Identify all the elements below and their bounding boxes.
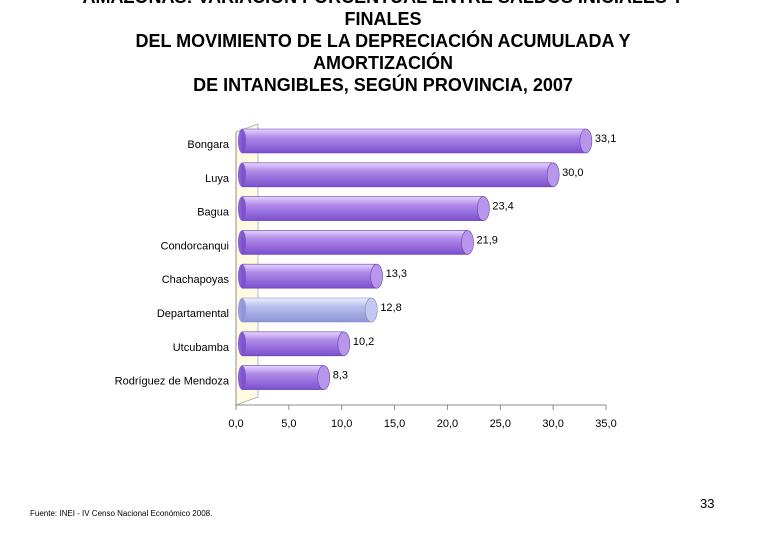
bar-bongara [241,128,587,154]
category-label: Rodríguez de Mendoza [115,376,230,388]
x-tick-label: 10,0 [331,418,352,430]
bar-condorcanqui [241,230,468,255]
category-label: Bongara [187,139,229,151]
chart-title: AMAZONAS: VARIACIÓN PORCENTUAL ENTRE SAL… [0,0,766,96]
category-label: Chachapoyas [162,274,230,286]
bar-start-cap [238,162,246,187]
x-tick-label: 15,0 [384,418,405,430]
title-line-5: DE INTANGIBLES, SEGÚN PROVINCIA, 2007 [193,75,573,95]
bar-end-cap [317,365,331,390]
bar-start-cap [238,230,246,255]
bar-departamental [241,297,372,323]
x-tick-label: 20,0 [437,418,458,430]
value-label: 8,3 [333,370,348,382]
title-line-1: AMAZONAS: VARIACIÓN PORCENTUAL ENTRE SAL… [0,0,766,8]
bar-start-cap [238,129,246,153]
bar-utcubamba [241,331,345,357]
category-label: Condorcanqui [161,240,230,252]
bar-luya [241,162,554,188]
title-line-3: DEL MOVIMIENTO DE LA DEPRECIACIÓN ACUMUL… [135,31,631,51]
x-tick-label: 5,0 [281,418,296,430]
title-line-2: FINALES [344,9,422,29]
value-label: 23,4 [492,201,513,213]
bar-chachapoyas [241,263,377,289]
x-tick-label: 30,0 [542,418,563,430]
bar-end-cap [461,230,474,255]
category-label: Departamental [157,308,229,320]
bar-start-cap [238,298,246,322]
value-label: 12,8 [380,302,401,314]
value-label: 30,0 [562,167,583,179]
value-label: 13,3 [386,268,407,280]
bar-bagua [241,196,484,221]
category-label: Bagua [197,207,230,219]
bar-start-cap [238,264,246,289]
bar-rodr-guez-de-mendoza [241,365,325,390]
bar-end-cap [365,297,378,323]
bar-end-cap [337,331,351,357]
bar-end-cap [546,162,560,188]
x-tick-label: 35,0 [595,418,616,430]
title-line-4: AMORTIZACIÓN [313,53,453,73]
bar-end-cap [370,263,383,289]
x-tick-label: 25,0 [490,418,511,430]
source-note: Fuente: INEI - IV Censo Nacional Económi… [30,509,213,518]
category-label: Luya [205,173,230,185]
bar-start-cap [238,196,246,221]
value-label: 21,9 [477,234,498,246]
bar-start-cap [238,365,246,390]
value-label: 33,1 [595,133,616,145]
bar-end-cap [579,128,593,154]
x-tick-label: 0,0 [228,418,243,430]
bar-start-cap [238,331,246,356]
category-label: Utcubamba [173,342,230,354]
bar-end-cap [477,196,490,221]
value-label: 10,2 [353,336,374,348]
page-number: 33 [700,496,715,511]
